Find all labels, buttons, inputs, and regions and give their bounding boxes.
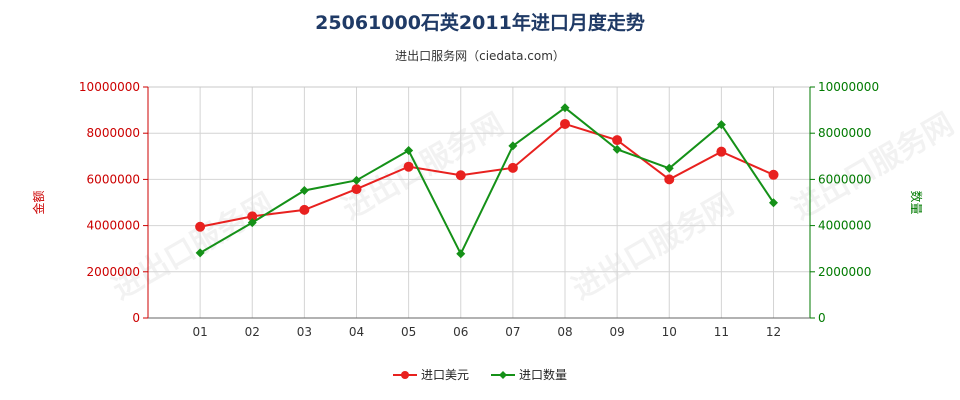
x-tick-label-08: 08 (557, 325, 572, 339)
point-quantity-07 (508, 141, 518, 151)
left-axis-title: 金额 (31, 190, 46, 214)
chart-title: 25061000石英2011年进口月度走势 (315, 12, 645, 34)
point-quantity-04 (352, 175, 362, 185)
x-tick-label-10: 10 (662, 325, 677, 339)
right-tick-label-0: 0 (818, 311, 826, 325)
x-tick-label-06: 06 (453, 325, 468, 339)
left-tick-label-4: 8000000 (87, 126, 140, 140)
legend-marker-usd (392, 370, 417, 379)
point-usd-06 (455, 170, 466, 181)
point-usd-10 (664, 174, 675, 185)
watermark-3: 进出口服务网 (787, 107, 960, 227)
x-tick-label-02: 02 (245, 325, 260, 339)
x-tick-label-09: 09 (609, 325, 624, 339)
left-tick-label-1: 2000000 (87, 265, 140, 279)
series-line-1 (199, 106, 775, 257)
point-usd-03 (299, 204, 310, 215)
point-usd-08 (560, 118, 571, 129)
chart-legend: 进口美元 进口数量 (0, 366, 960, 383)
point-quantity-09 (612, 144, 622, 154)
right-tick-label-5: 10000000 (818, 80, 879, 94)
point-quantity-10 (664, 163, 674, 173)
point-usd-09 (612, 135, 623, 146)
series-line-0 (199, 122, 774, 228)
point-quantity-01 (195, 248, 205, 258)
point-usd-05 (403, 161, 414, 172)
right-tick-label-3: 6000000 (818, 172, 871, 186)
right-tick-label-2: 4000000 (818, 219, 871, 233)
left-tick-label-2: 4000000 (87, 219, 140, 233)
point-quantity-05 (404, 146, 414, 156)
point-quantity-03 (299, 185, 309, 195)
point-usd-07 (507, 162, 518, 173)
point-quantity-12 (769, 198, 779, 208)
legend-marker-quantity (491, 370, 515, 379)
point-quantity-06 (456, 249, 466, 259)
legend-label-usd: 进口美元 (420, 368, 469, 382)
legend-item-quantity[interactable]: 进口数量 (491, 366, 567, 383)
x-tick-label-07: 07 (505, 325, 520, 339)
point-usd-01 (195, 221, 206, 232)
left-tick-label-3: 6000000 (87, 172, 140, 186)
right-axis-title: 数量 (909, 190, 924, 214)
chart-subtitle: 进出口服务网（ciedata.com） (395, 49, 565, 63)
watermark-2: 进出口服务网 (567, 187, 740, 307)
right-tick-label-1: 2000000 (818, 265, 871, 279)
x-tick-label-12: 12 (766, 325, 781, 339)
left-tick-label-0: 0 (132, 311, 140, 325)
legend-label-quantity: 进口数量 (519, 368, 568, 382)
x-tick-label-05: 05 (401, 325, 416, 339)
x-tick-label-11: 11 (714, 325, 729, 339)
x-tick-label-01: 01 (192, 325, 207, 339)
point-usd-02 (247, 211, 258, 222)
point-usd-12 (768, 169, 779, 180)
x-tick-label-03: 03 (297, 325, 312, 339)
point-usd-11 (716, 146, 727, 157)
right-tick-label-4: 8000000 (818, 126, 871, 140)
legend-item-usd[interactable]: 进口美元 (392, 366, 469, 383)
point-quantity-02 (247, 218, 257, 228)
left-tick-label-5: 10000000 (79, 80, 140, 94)
point-usd-04 (351, 184, 362, 195)
watermark-0: 进出口服务网 (107, 187, 280, 307)
x-tick-label-04: 04 (349, 325, 364, 339)
watermark-1: 进出口服务网 (337, 107, 510, 227)
point-quantity-11 (716, 120, 726, 130)
point-quantity-08 (560, 103, 570, 113)
